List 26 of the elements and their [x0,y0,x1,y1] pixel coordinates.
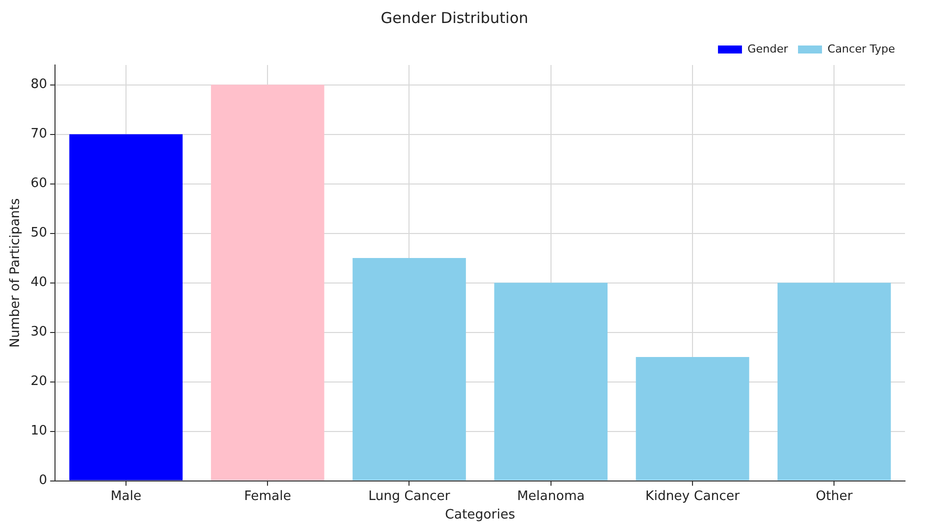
bar [778,282,891,480]
x-axis-title: Categories [445,508,516,523]
legend-label: Cancer Type [828,42,896,56]
x-tick-label: Other [816,488,854,504]
y-tick-label: 20 [30,374,48,390]
y-axis-title: Number of Participants [8,198,24,348]
bar [210,84,324,480]
bar [69,134,183,480]
y-tick-label: 0 [38,473,48,488]
bar [494,282,608,480]
x-tick-label: Male [110,488,142,504]
y-tick-label: 10 [30,424,48,439]
y-tick-label: 80 [30,77,48,92]
x-tick-label: Kidney Cancer [645,488,740,504]
bar [352,258,466,480]
x-tick-label: Female [244,488,292,504]
y-tick-label: 30 [30,324,48,340]
legend-label: Gender [747,42,788,56]
y-tick-label: 60 [30,176,48,192]
bar [636,357,750,480]
chart-title: Gender Distribution [380,8,528,27]
x-tick-label: Lung Cancer [368,488,451,504]
y-tick-label: 70 [30,126,48,142]
y-tick-label: 40 [30,275,48,290]
x-tick-label: Melanoma [517,488,585,504]
y-tick-label: 50 [30,226,48,241]
